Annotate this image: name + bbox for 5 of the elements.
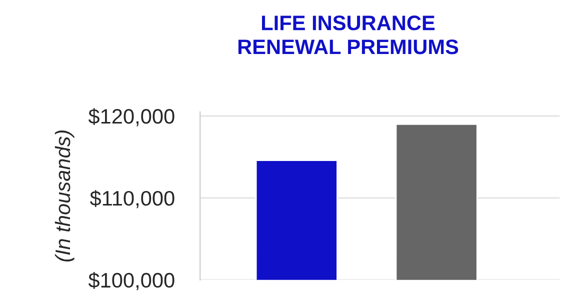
y-tick-label: $120,000 xyxy=(88,108,174,126)
y-axis-title: (In thousands) xyxy=(54,130,74,262)
y-tick-label: $100,000 xyxy=(88,272,174,290)
y-tick-label: $110,000 xyxy=(90,190,174,208)
chart-title: LIFE INSURANCE RENEWAL PREMIUMS xyxy=(238,16,458,54)
